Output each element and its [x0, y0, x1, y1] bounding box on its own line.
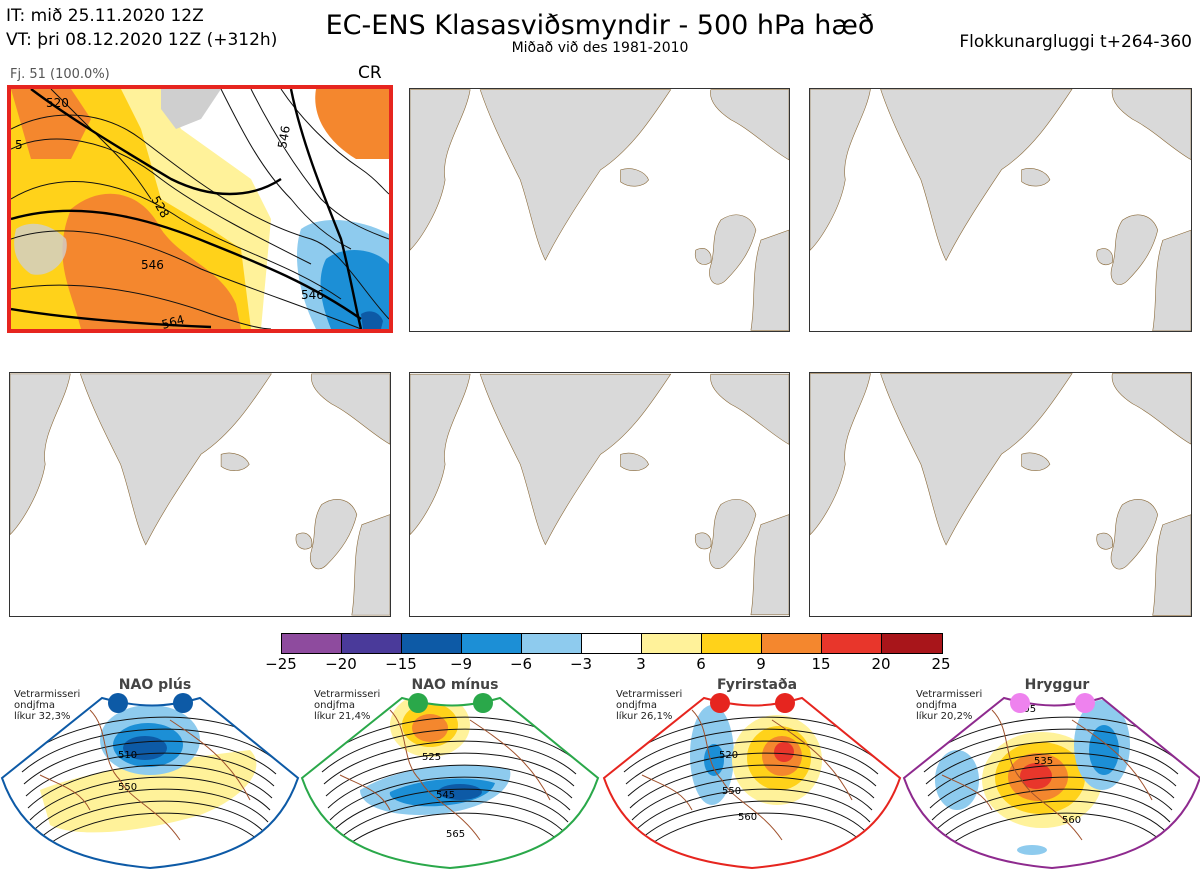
contour-label: 546	[275, 125, 293, 150]
regime-marker-dot	[1075, 693, 1095, 713]
regime-contour-label: 550	[722, 786, 741, 797]
regime-contour-label: 535	[1034, 756, 1053, 767]
colorbar-tick-label: −15	[385, 655, 417, 673]
cluster-map-1: 520 546 528 546 546 564 5	[7, 85, 393, 333]
regime-note-prob: líkur 21,4%	[314, 711, 371, 722]
regime-marker-dot	[710, 693, 730, 713]
regime-marker-dot	[408, 693, 428, 713]
contour-label: 546	[141, 258, 164, 272]
regime-marker-dot	[1010, 693, 1030, 713]
regime-contour-label: 525	[422, 752, 441, 763]
regime-marker-dot	[173, 693, 193, 713]
regime-marker-dot	[473, 693, 493, 713]
land-outline-6	[810, 373, 1191, 616]
regime-contour-label: 560	[738, 812, 757, 823]
cluster-map-6	[809, 372, 1192, 617]
classification-window: Flokkunargluggi t+264-360	[959, 32, 1192, 52]
colorbar-segment	[462, 634, 522, 653]
colorbar-tick-label: −20	[325, 655, 357, 673]
initial-time: IT: mið 25.11.2020 12Z	[6, 6, 204, 26]
colorbar-segment	[642, 634, 702, 653]
land-outline-5	[410, 373, 789, 616]
regime-contour-label: 565	[446, 829, 465, 840]
contour-label: 5	[15, 138, 23, 152]
colorbar-tick-label: 6	[696, 655, 706, 673]
cluster-map-4	[9, 372, 391, 617]
colorbar-tick-label: 3	[636, 655, 646, 673]
colorbar-segment	[402, 634, 462, 653]
regime-note-prob: líkur 20,2%	[916, 711, 973, 722]
regime-contour-label: 510	[118, 750, 137, 761]
cluster-map-5	[409, 372, 790, 617]
regime-fan: 505535560	[902, 696, 1200, 870]
page-title: EC-ENS Klasasviðsmyndir - 500 hPa hæð	[325, 10, 875, 41]
regime-note-months: ondjfma	[916, 700, 957, 711]
regime-note-months: ondjfma	[314, 700, 355, 711]
colorbar-segment	[342, 634, 402, 653]
regime-note: Vetrarmisseri ondjfma líkur 32,3%	[14, 689, 80, 722]
contour-label: 520	[46, 96, 69, 110]
contour-label: 546	[301, 288, 324, 302]
colorbar-tick-label: −3	[569, 655, 593, 673]
regime-fan: 510 550	[0, 696, 300, 870]
land-outline-3	[810, 89, 1191, 331]
regime-note-season: Vetrarmisseri	[916, 689, 983, 700]
land-outline-4	[10, 373, 390, 616]
regime-marker-dot	[108, 693, 128, 713]
colorbar-tick-label: 25	[931, 655, 951, 673]
regime-name: NAO plús	[118, 677, 192, 693]
regime-fan: 525 545 565	[300, 696, 600, 870]
regime-name: NAO mínus	[411, 677, 499, 693]
colorbar-tick-label: 9	[756, 655, 766, 673]
regime-contour-label: 550	[118, 782, 137, 793]
cluster-map-1-graphic: 520 546 528 546 546 564 5	[11, 89, 389, 329]
colorbar-segment	[822, 634, 882, 653]
colorbar-segment	[702, 634, 762, 653]
colorbar-tick-label: 20	[871, 655, 891, 673]
colorbar-segment	[282, 634, 342, 653]
regime-marker-dot	[775, 693, 795, 713]
contour-label: 564	[160, 312, 186, 329]
regime-panel: 505535560	[902, 680, 1200, 871]
regime-name: Fyrirstaða	[716, 677, 798, 693]
colorbar-segment	[762, 634, 822, 653]
colorbar-tick-label: −25	[265, 655, 297, 673]
regime-panel: 525 545 565	[300, 680, 600, 871]
regime-contour-label: 545	[436, 790, 455, 801]
land-outline-2	[410, 89, 789, 331]
regime-note-months: ondjfma	[616, 700, 657, 711]
regime-panel: 520 550 560	[602, 680, 902, 871]
regime-note: Vetrarmisseri ondjfma líkur 20,2%	[916, 689, 982, 722]
cluster-map-3	[809, 88, 1192, 332]
regime-note: Vetrarmisseri ondjfma líkur 21,4%	[314, 689, 380, 722]
regime-note-season: Vetrarmisseri	[314, 689, 381, 700]
colorbar-segment	[582, 634, 642, 653]
regime-panel: 510 550	[0, 680, 300, 871]
regime-fan: 520 550 560	[602, 696, 902, 870]
colorbar-tick-label: −9	[449, 655, 473, 673]
regime-contour-label: 520	[719, 750, 738, 761]
regime-code: CR	[358, 63, 382, 83]
regime-note-season: Vetrarmisseri	[616, 689, 683, 700]
page-subtitle: Miðað við des 1981-2010	[511, 40, 689, 56]
regime-name: Hryggur	[1024, 677, 1090, 693]
colorbar-tick-label: −6	[509, 655, 533, 673]
colorbar-tick-label: 15	[811, 655, 831, 673]
cluster-label: Fj. 51 (100.0%)	[10, 67, 110, 82]
regime-note-prob: líkur 32,3%	[14, 711, 71, 722]
regime-contour-label: 560	[1062, 815, 1081, 826]
colorbar	[281, 633, 943, 654]
colorbar-segment	[522, 634, 582, 653]
colorbar-segment	[882, 634, 942, 653]
cluster-map-2	[409, 88, 790, 332]
regime-note-season: Vetrarmisseri	[14, 689, 81, 700]
regime-note: Vetrarmisseri ondjfma líkur 26,1%	[616, 689, 682, 722]
regime-note-months: ondjfma	[14, 700, 55, 711]
regime-note-prob: líkur 26,1%	[616, 711, 673, 722]
valid-time: VT: þri 08.12.2020 12Z (+312h)	[6, 30, 278, 50]
